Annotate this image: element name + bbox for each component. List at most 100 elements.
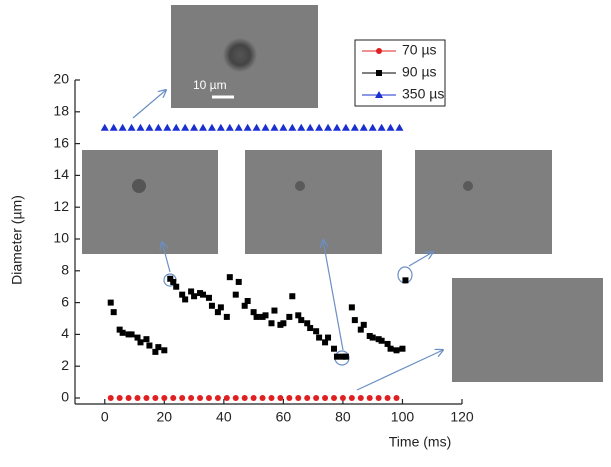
legend-marker bbox=[376, 48, 382, 54]
data-point bbox=[286, 313, 293, 320]
data-point bbox=[167, 275, 174, 282]
data-point bbox=[350, 123, 359, 131]
inset-spot bbox=[463, 181, 473, 191]
data-point bbox=[197, 395, 204, 401]
data-point bbox=[241, 395, 248, 401]
x-tick-label: 20 bbox=[157, 409, 173, 425]
data-point bbox=[216, 123, 225, 131]
data-point bbox=[393, 395, 400, 401]
legend-marker bbox=[376, 70, 382, 76]
y-tick-label: 6 bbox=[61, 293, 69, 309]
data-point bbox=[161, 347, 168, 354]
data-point bbox=[152, 395, 159, 401]
data-point bbox=[125, 395, 132, 401]
data-point bbox=[207, 123, 216, 131]
data-point bbox=[357, 326, 364, 333]
data-point bbox=[146, 342, 153, 349]
data-point bbox=[244, 298, 251, 305]
data-point bbox=[205, 294, 212, 301]
legend-label: 350 µs bbox=[402, 86, 444, 102]
data-point bbox=[357, 395, 364, 401]
data-point bbox=[268, 320, 275, 327]
data-point bbox=[333, 353, 340, 360]
data-point bbox=[339, 395, 346, 401]
data-point bbox=[271, 307, 278, 314]
data-point bbox=[359, 123, 368, 131]
data-point bbox=[330, 395, 337, 401]
data-point bbox=[155, 344, 162, 351]
x-axis-label: Time (ms) bbox=[389, 434, 451, 450]
y-tick-label: 12 bbox=[53, 198, 69, 214]
data-point bbox=[116, 395, 123, 401]
data-point bbox=[143, 336, 150, 343]
data-point bbox=[288, 123, 297, 131]
data-point bbox=[172, 123, 181, 131]
data-point bbox=[214, 395, 221, 401]
data-point bbox=[199, 123, 208, 131]
data-point bbox=[243, 123, 252, 131]
x-tick-label: 0 bbox=[101, 409, 109, 425]
data-point bbox=[190, 123, 199, 131]
inset-image bbox=[415, 150, 552, 254]
data-point bbox=[280, 320, 287, 327]
y-tick-label: 18 bbox=[53, 103, 69, 119]
data-point bbox=[341, 123, 350, 131]
data-point bbox=[181, 123, 190, 131]
data-point bbox=[154, 123, 163, 131]
data-point bbox=[217, 304, 224, 311]
data-point bbox=[200, 291, 207, 298]
y-tick-label: 4 bbox=[61, 325, 69, 341]
data-point bbox=[377, 123, 386, 131]
data-point bbox=[375, 395, 382, 401]
data-point bbox=[170, 278, 177, 285]
inset-spot bbox=[132, 179, 146, 193]
data-point bbox=[304, 320, 311, 327]
data-point bbox=[173, 283, 180, 290]
y-tick-label: 14 bbox=[53, 166, 69, 182]
data-point bbox=[225, 123, 234, 131]
data-point bbox=[360, 321, 367, 328]
data-point bbox=[253, 313, 260, 320]
data-point bbox=[342, 353, 349, 360]
legend-label: 70 µs bbox=[402, 42, 437, 58]
data-point bbox=[270, 123, 279, 131]
legend-label: 90 µs bbox=[402, 64, 437, 80]
data-point bbox=[298, 317, 305, 324]
data-point bbox=[322, 395, 329, 401]
data-point bbox=[306, 123, 315, 131]
data-point bbox=[324, 123, 333, 131]
data-point bbox=[277, 395, 284, 401]
y-tick-label: 8 bbox=[61, 262, 69, 278]
data-point bbox=[191, 293, 198, 300]
y-tick-label: 2 bbox=[61, 357, 69, 373]
data-point bbox=[393, 347, 400, 354]
data-point bbox=[134, 334, 141, 341]
data-point bbox=[268, 395, 275, 401]
data-point bbox=[128, 331, 135, 338]
arrow bbox=[162, 242, 171, 273]
data-point bbox=[304, 395, 311, 401]
data-point bbox=[223, 395, 230, 401]
data-point bbox=[330, 345, 337, 352]
data-point bbox=[348, 304, 355, 311]
data-point bbox=[188, 288, 195, 295]
data-point bbox=[295, 395, 302, 401]
data-point bbox=[307, 325, 314, 332]
data-point bbox=[297, 123, 306, 131]
data-point bbox=[261, 123, 270, 131]
inset-spot bbox=[223, 38, 257, 72]
legend-marker bbox=[375, 91, 383, 98]
data-point bbox=[262, 312, 269, 319]
data-point bbox=[107, 299, 114, 306]
data-point bbox=[369, 334, 376, 341]
data-point bbox=[348, 395, 355, 401]
data-point bbox=[208, 302, 215, 309]
data-point bbox=[235, 278, 242, 285]
data-point bbox=[100, 123, 109, 131]
data-point bbox=[205, 395, 212, 401]
data-point bbox=[110, 309, 117, 316]
data-point bbox=[143, 395, 150, 401]
data-point bbox=[127, 123, 136, 131]
data-point bbox=[387, 345, 394, 352]
scale-bar-label: 10 µm bbox=[193, 78, 227, 92]
